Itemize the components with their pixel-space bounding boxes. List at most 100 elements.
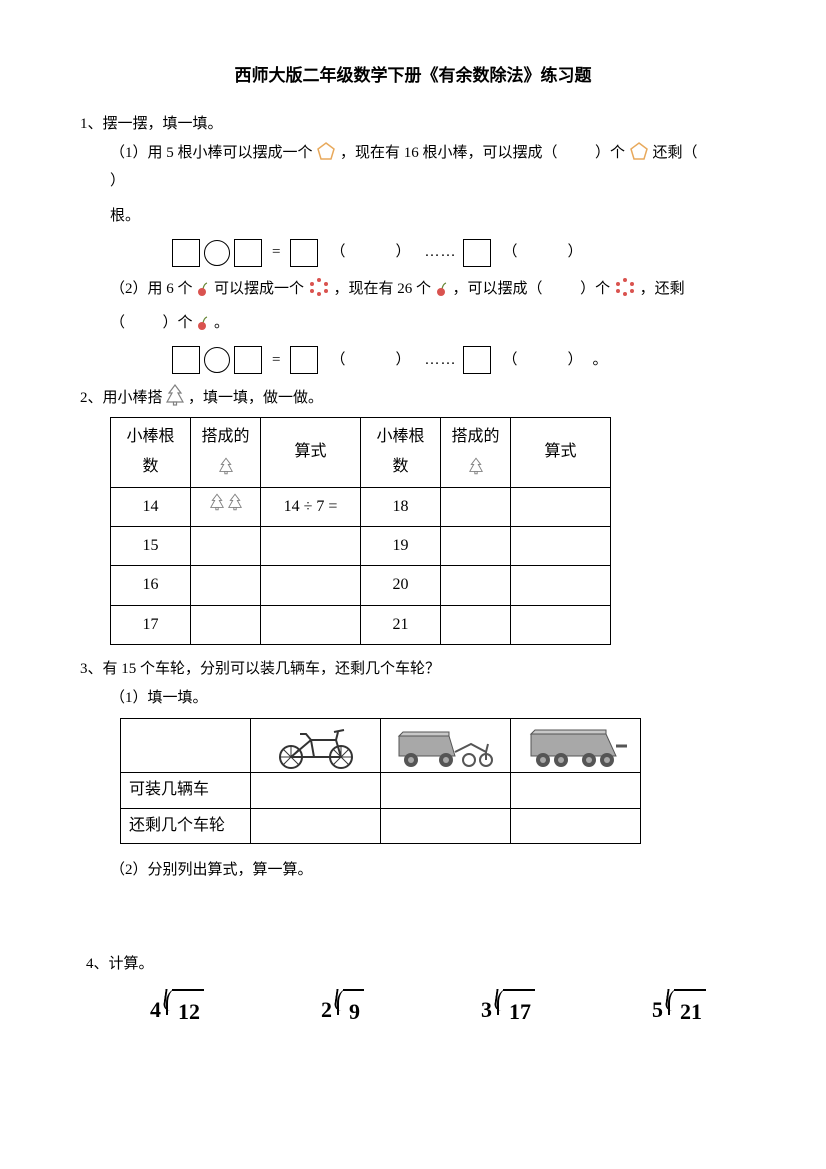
col-header: 小棒根数 (111, 417, 191, 487)
cell (511, 487, 611, 526)
q1p1-indent: 根。 (110, 208, 140, 224)
tricycle-icon (391, 722, 501, 770)
q1p2-b: 可以摆成一个 (214, 281, 304, 297)
blank-box (463, 346, 491, 374)
ellipsis-dots: …… (425, 238, 457, 267)
long-division: 412 (150, 989, 204, 1033)
cell (381, 808, 511, 843)
cell (261, 566, 361, 605)
cell: 14 (111, 487, 191, 526)
cherry-icon (196, 315, 210, 331)
long-division: 317 (481, 989, 535, 1033)
six-dots-icon (614, 277, 636, 297)
blank-box (290, 346, 318, 374)
cell (261, 526, 361, 565)
table-row: 还剩几个车轮 (121, 808, 641, 843)
cell (251, 773, 381, 808)
divisor: 4 (150, 989, 164, 1031)
cell: 17 (111, 605, 191, 644)
pentagon-icon (629, 141, 649, 161)
q3-sub1: （1）填一填。 (80, 684, 746, 713)
col-header: 小棒根数 (361, 417, 441, 487)
q1-part1: （1）用 5 根小棒可以摆成一个 ，现在有 16 根小棒，可以摆成（ ）个 还剩… (80, 139, 746, 196)
q1p1-text-a: （1）用 5 根小棒可以摆成一个 (110, 145, 313, 161)
question-2: 2、用小棒搭 ，填一填，做一做。 小棒根数 搭成的 算式 小棒根数 搭成的 算式 (80, 384, 746, 645)
q1p2-h: ）个 (163, 315, 193, 331)
long-division: 521 (652, 989, 706, 1033)
q1-part2: （2）用 6 个 可以摆成一个 ，现在有 26 个 ，可以摆成（ ）个 (80, 275, 746, 304)
equals-sign: = (272, 346, 280, 375)
dividend: 9 (343, 989, 364, 1033)
paren-close: ） (568, 346, 583, 375)
cherry-icon (196, 281, 210, 297)
blank-box (463, 239, 491, 267)
col-header: 算式 (261, 417, 361, 487)
q4-stem: 4、计算。 (80, 950, 746, 979)
table-row: 可装几辆车 (121, 773, 641, 808)
cell (511, 808, 641, 843)
paren-open: （ (330, 346, 345, 375)
period: 。 (593, 346, 608, 375)
dividend: 17 (503, 989, 535, 1033)
q1p1-text-e: ） (110, 173, 125, 189)
blank-box (234, 346, 262, 374)
q3-table: 可装几辆车 还剩几个车轮 (120, 718, 641, 844)
q3-stem: 3、有 15 个车轮，分别可以装几辆车，还剩几个车轮？ (80, 655, 746, 684)
ellipsis-dots: …… (425, 346, 457, 375)
table-row: 15 19 (111, 526, 611, 565)
q1-equation-row-2: = （ ） …… （ ） 。 (80, 346, 746, 375)
q2-stem-b: ，填一填，做一做。 (188, 390, 323, 406)
cell (191, 526, 261, 565)
cell (261, 605, 361, 644)
cell (441, 526, 511, 565)
cell (441, 605, 511, 644)
blank-box (234, 239, 262, 267)
q1p1-text-c: ）个 (595, 145, 625, 161)
blank-box (172, 239, 200, 267)
q1-part1-cont: 根。 (80, 202, 746, 231)
cell: 15 (111, 526, 191, 565)
q2-stem: 2、用小棒搭 ，填一填，做一做。 (80, 384, 746, 413)
q1p2-i: 。 (214, 315, 229, 331)
blank-circle (204, 240, 230, 266)
col-header: 搭成的 (441, 417, 511, 487)
cell: 14 ÷ 7 = (261, 487, 361, 526)
q1p2-g: （ (110, 315, 125, 331)
paren-close: ） (395, 238, 410, 267)
question-4: 4、计算。 412 29 317 521 (80, 950, 746, 1032)
q1-part2-cont: （ ）个 。 (80, 309, 746, 338)
cell (251, 808, 381, 843)
row-label: 还剩几个车轮 (121, 808, 251, 843)
q1p1-text-d: 还剩（ (653, 145, 698, 161)
tree-icon (228, 493, 242, 511)
cell (441, 487, 511, 526)
q1p2-c: ，现在有 26 个 (334, 281, 432, 297)
q3-sub2: （2）分别列出算式，算一算。 (80, 856, 746, 885)
paren-open: （ (503, 238, 518, 267)
divisor: 2 (321, 989, 335, 1031)
vehicle-cell-tricycle (381, 719, 511, 773)
tree-icon (210, 493, 224, 511)
q1p2-a: （2）用 6 个 (110, 281, 193, 297)
q2-table: 小棒根数 搭成的 算式 小棒根数 搭成的 算式 14 14 ÷ 7 = 18 (110, 417, 611, 645)
equals-sign: = (272, 238, 280, 267)
q1p2-f: ，还剩 (640, 281, 685, 297)
cart-icon (521, 722, 631, 770)
cell: 16 (111, 566, 191, 605)
tree-icon (166, 384, 184, 406)
paren-close: ） (568, 238, 583, 267)
question-3: 3、有 15 个车轮，分别可以装几辆车，还剩几个车轮？ （1）填一填。 (80, 655, 746, 940)
paren-open: （ (330, 238, 345, 267)
cell (191, 605, 261, 644)
q1-equation-row-1: = （ ） …… （ ） (80, 238, 746, 267)
cell (191, 487, 261, 526)
cell (511, 566, 611, 605)
tree-icon (469, 457, 483, 475)
header-text: 搭成的 (451, 428, 499, 445)
col-header: 算式 (511, 417, 611, 487)
pentagon-icon (316, 141, 336, 161)
cell: 18 (361, 487, 441, 526)
dividend: 21 (674, 989, 706, 1033)
cell (511, 526, 611, 565)
blank-box (290, 239, 318, 267)
